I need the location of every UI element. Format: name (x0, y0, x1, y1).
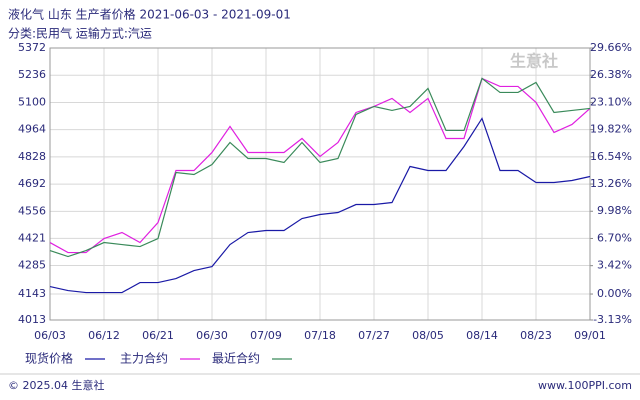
series-line (49, 117, 591, 294)
y2-tick-label: 0.00% (597, 287, 632, 300)
chart-subtitle: 分类:民用气 运输方式:汽运 (8, 26, 152, 41)
x-tick-label: 08/23 (520, 329, 552, 342)
x-tick-label: 06/03 (34, 329, 66, 342)
y2-tick-label: 9.98% (597, 204, 632, 217)
x-tick-label: 06/21 (142, 329, 174, 342)
x-tick-label: 08/05 (412, 329, 444, 342)
x-tick-label: 09/01 (574, 329, 606, 342)
x-tick-label: 07/18 (304, 329, 336, 342)
y-tick-label: 4143 (18, 287, 46, 300)
y-tick-label: 5100 (18, 95, 46, 108)
legend-label: 现货价格 (25, 351, 73, 366)
x-tick-label: 07/27 (358, 329, 390, 342)
y2-tick-label: 6.70% (597, 231, 632, 244)
series-line (49, 77, 591, 258)
y2-tick-label: 13.26% (590, 177, 632, 190)
y2-tick-label: 23.10% (590, 95, 632, 108)
x-tick-label: 06/12 (88, 329, 120, 342)
y-tick-label: 4421 (18, 231, 46, 244)
y2-tick-label: 16.54% (590, 150, 632, 163)
y2-tick-label: 29.66% (590, 41, 632, 54)
y-tick-label: 4285 (18, 259, 46, 272)
y2-tick-label: 19.82% (590, 123, 632, 136)
footer-copyright: © 2025.04 生意社 (8, 378, 104, 392)
y-tick-label: 4556 (18, 204, 46, 217)
chart-title: 液化气 山东 生产者价格 2021-06-03 - 2021-09-01 (8, 7, 291, 22)
y-tick-label: 5372 (18, 41, 46, 54)
y-tick-label: 5236 (18, 68, 46, 81)
y2-tick-label: 3.42% (597, 259, 632, 272)
y-tick-label: 4828 (18, 150, 46, 163)
y-tick-label: 4692 (18, 177, 46, 190)
y2-tick-label: 26.38% (590, 68, 632, 81)
watermark: 生意社 (510, 52, 558, 71)
footer-site: www.100PPI.com (538, 379, 632, 392)
y-tick-label: 4964 (18, 123, 46, 136)
x-tick-label: 08/14 (466, 329, 498, 342)
plot-frame (49, 47, 591, 321)
x-tick-label: 06/30 (196, 329, 228, 342)
y2-tick-label: -3.13% (593, 313, 632, 326)
legend-label: 主力合约 (120, 351, 168, 366)
y-tick-label: 4013 (18, 313, 46, 326)
x-tick-label: 07/09 (250, 329, 282, 342)
legend-label: 最近合约 (212, 351, 260, 366)
series-line (49, 77, 591, 254)
